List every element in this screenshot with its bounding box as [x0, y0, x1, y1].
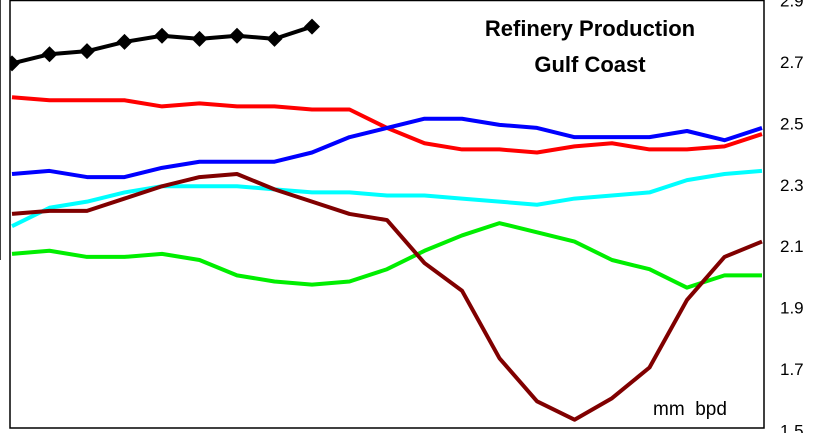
- series-line: [11, 221, 762, 290]
- plot-area: [10, 18, 763, 422]
- chart-subtitle: Gulf Coast: [534, 52, 646, 77]
- y-tick-label: 2.7: [780, 53, 804, 72]
- y-tick-label: 2.5: [780, 114, 804, 133]
- series-marker: [116, 33, 133, 50]
- series-marker: [79, 43, 95, 60]
- series-line: [11, 172, 763, 422]
- y-tick-label: 2.1: [780, 237, 804, 256]
- series-marker: [266, 30, 283, 47]
- series-marker: [41, 46, 58, 63]
- unit-annotation: mm bpd: [653, 399, 727, 420]
- y-tick-label: 2.9: [780, 0, 804, 10]
- plot-frame: [9, 0, 765, 429]
- chart-title: Refinery Production: [485, 16, 695, 41]
- y-tick-label: 2.3: [780, 176, 804, 195]
- series-marker: [154, 27, 170, 44]
- series-marker: [10, 55, 20, 72]
- series-marker: [229, 27, 245, 44]
- series-line: [11, 168, 763, 229]
- y-tick-label: 1.5: [780, 421, 804, 433]
- series-marker: [191, 30, 208, 47]
- series-line: [11, 116, 763, 180]
- y-tick-label: 1.7: [780, 360, 804, 379]
- series-line: [11, 95, 763, 155]
- y-tick-label: 1.9: [780, 299, 804, 318]
- series-marker: [304, 18, 320, 35]
